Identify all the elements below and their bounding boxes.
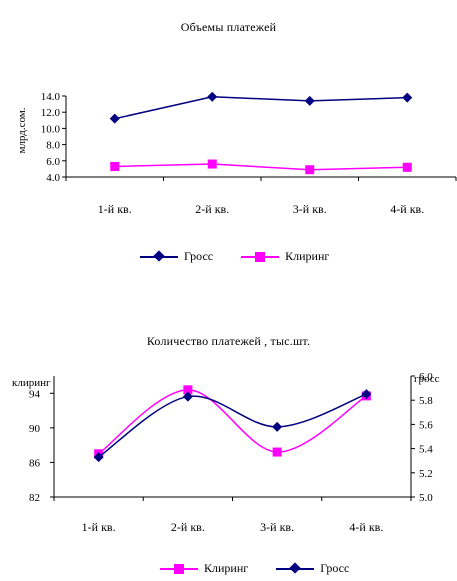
x-tick-label: 2-й кв. [195, 202, 229, 216]
series-line [114, 163, 408, 171]
payment-volume-plot: 4.0 6.0 8.0 10.0 12.0 14.0 1-й кв. 2-й кв. 3-й к… [16, 91, 457, 216]
legend-swatch [140, 249, 178, 263]
right-y-tick-label: 5.0 [419, 492, 433, 504]
payment-count-chart: Количество платежей , тыс.шт. клиринг гр… [0, 310, 457, 581]
right-y-tick-label: 5.2 [419, 468, 433, 480]
data-point [93, 452, 104, 463]
legend-item: Гросс [140, 249, 213, 264]
chart-title: Объемы платежей [180, 20, 277, 34]
payment-volume-chart: Объемы платежей 4.0 6.0 8.0 10.0 12.0 14.0 1-й… [0, 0, 457, 290]
left-y-tick-label: 94 [29, 388, 41, 400]
data-point [182, 391, 193, 402]
left-y-tick-label: 82 [29, 492, 40, 504]
right-y-tick-label: 6.0 [419, 371, 433, 383]
data-point [183, 385, 193, 395]
data-point [207, 159, 217, 169]
data-point [402, 92, 413, 103]
chart-title: Количество платежей , тыс.шт. [146, 334, 311, 348]
x-tick-label: 4-й кв. [390, 202, 424, 216]
x-tick-label: 3-й кв. [293, 202, 327, 216]
y-tick-label: 10.0 [41, 123, 61, 135]
data-point [304, 95, 315, 106]
left-axis-title: клиринг [12, 377, 51, 389]
data-point [402, 162, 412, 172]
data-point [207, 91, 218, 102]
legend-label: Гросс [320, 561, 350, 575]
y-tick-label: 12.0 [41, 107, 61, 119]
data-point [361, 389, 372, 400]
x-tick-label: 3-й кв. [260, 520, 294, 534]
x-tick-label: 1-й кв. [98, 202, 132, 216]
legend: Клиринг Гросс [160, 561, 377, 576]
legend: Гросс Клиринг [140, 249, 357, 264]
y-tick-label: 6.0 [46, 156, 60, 168]
legend-item: Клиринг [160, 561, 248, 576]
data-point [109, 113, 120, 124]
payment-count-plot: 82 86 90 94 5.0 5.2 5.4 5.6 5.8 6.0 1-й кв. 2-й кв.… [29, 371, 433, 534]
legend-label: Клиринг [204, 561, 249, 575]
series-line [98, 393, 367, 458]
data-point [305, 165, 315, 175]
data-point [272, 421, 283, 432]
right-y-tick-label: 5.6 [419, 419, 433, 431]
y-tick-label: 8.0 [46, 140, 60, 152]
x-tick-label: 4-й кв. [349, 520, 383, 534]
data-point [110, 161, 120, 171]
legend-swatch [276, 561, 315, 575]
legend-label: Клиринг [285, 249, 330, 263]
y-axis-label: млрд.сом. [16, 107, 28, 153]
right-y-tick-label: 5.8 [419, 395, 433, 407]
series-line [98, 389, 367, 455]
legend-item: Клиринг [241, 249, 329, 264]
right-axis-title: гросс [414, 373, 440, 385]
series-line [114, 96, 408, 120]
legend-item: Гросс [276, 561, 349, 576]
x-tick-label: 2-й кв. [171, 520, 205, 534]
legend-swatch [160, 563, 198, 575]
right-y-tick-label: 5.4 [419, 444, 433, 456]
legend-label: Гросс [184, 249, 214, 263]
y-tick-label: 4.0 [46, 172, 60, 184]
left-y-tick-label: 90 [29, 423, 41, 435]
y-tick-label: 14.0 [41, 91, 61, 103]
x-tick-label: 1-й кв. [82, 520, 116, 534]
data-point [272, 447, 282, 457]
left-y-tick-label: 86 [29, 457, 41, 469]
legend-swatch [241, 251, 280, 263]
